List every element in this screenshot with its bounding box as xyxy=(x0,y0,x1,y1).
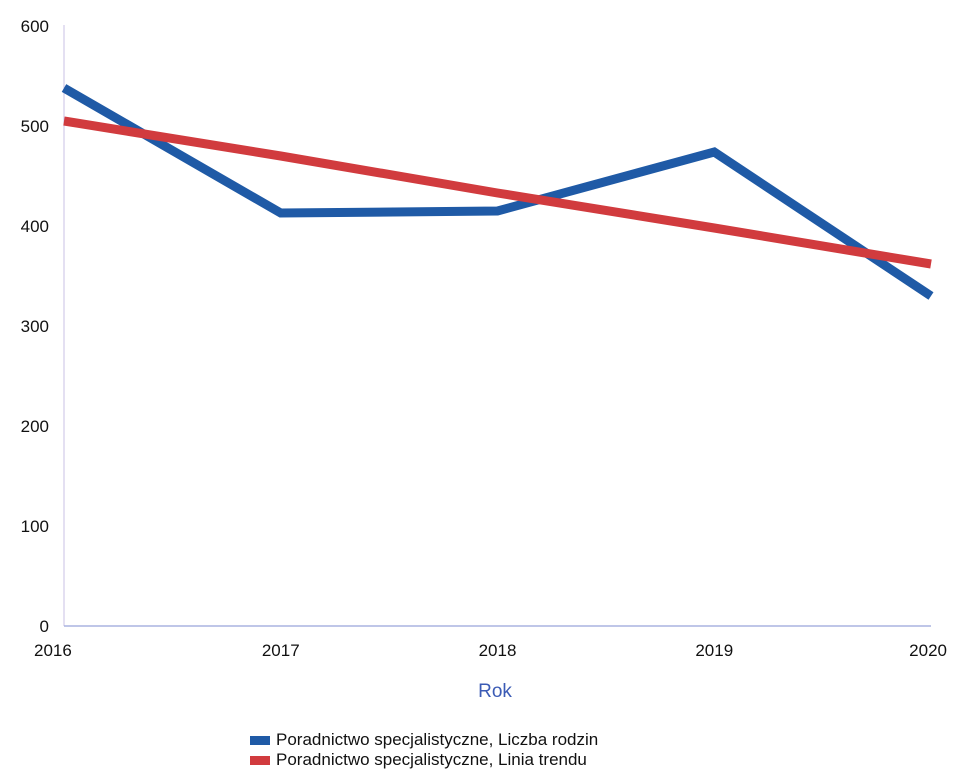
series-line-liczba-rodzin xyxy=(61,84,934,300)
y-tick-label: 400 xyxy=(21,217,49,236)
legend-item-linia-trendu: Poradnictwo specjalistyczne, Linia trend… xyxy=(250,750,598,770)
legend-label: Poradnictwo specjalistyczne, Liczba rodz… xyxy=(276,730,599,749)
x-axis-label: Rok xyxy=(478,681,512,702)
y-tick-label: 600 xyxy=(21,17,49,36)
series-lines xyxy=(61,84,934,300)
series-line-linia-trendu xyxy=(63,116,932,269)
x-tick-label: 2017 xyxy=(262,641,300,660)
legend-label: Poradnictwo specjalistyczne, Linia trend… xyxy=(276,750,587,769)
legend-swatch-red xyxy=(250,755,270,765)
x-tick-label: 2016 xyxy=(34,641,72,660)
legend-swatch-blue xyxy=(250,735,270,745)
x-tick-label: 2019 xyxy=(695,641,733,660)
axes xyxy=(63,25,931,627)
y-tick-label: 300 xyxy=(21,317,49,336)
x-tick-label: 2020 xyxy=(909,641,947,660)
y-tick-label: 0 xyxy=(40,617,49,636)
y-tick-label: 500 xyxy=(21,117,49,136)
y-tick-labels: 0 100 200 300 400 500 600 xyxy=(21,17,49,636)
x-tick-labels: 2016 2017 2018 2019 2020 xyxy=(34,641,947,660)
y-tick-label: 200 xyxy=(21,417,49,436)
legend-item-liczba-rodzin: Poradnictwo specjalistyczne, Liczba rodz… xyxy=(250,730,598,750)
y-tick-label: 100 xyxy=(21,517,49,536)
x-tick-label: 2018 xyxy=(479,641,517,660)
legend: Poradnictwo specjalistyczne, Liczba rodz… xyxy=(250,730,598,770)
